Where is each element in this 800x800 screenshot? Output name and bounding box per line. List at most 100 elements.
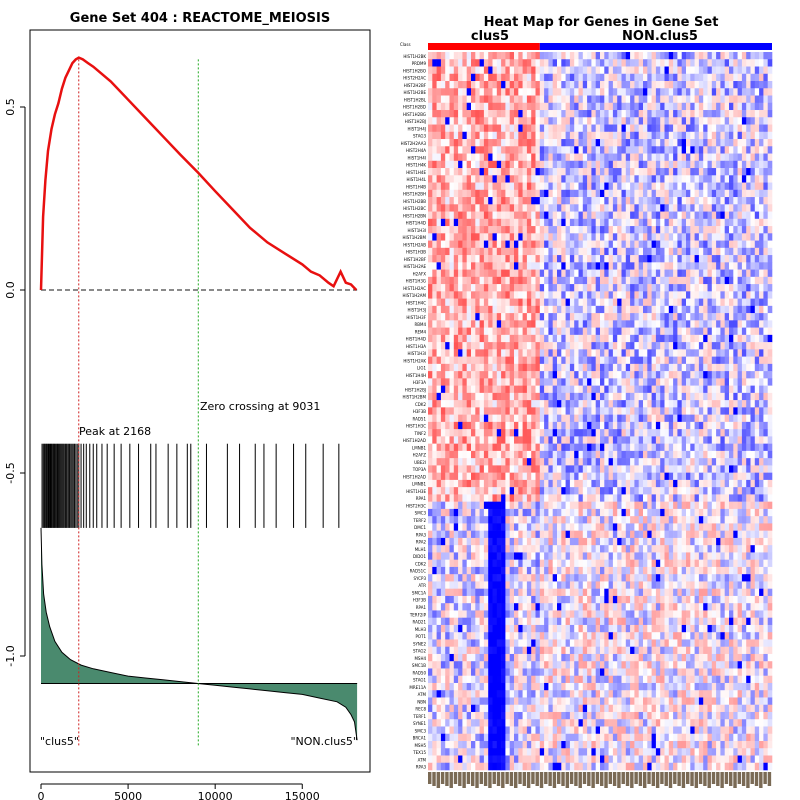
heatmap-cell (754, 371, 760, 379)
heatmap-cell (552, 269, 558, 278)
heatmap-cell (729, 291, 734, 299)
heatmap-cell (565, 400, 571, 408)
heatmap-cell (686, 168, 691, 176)
heatmap-cell (453, 487, 459, 495)
heatmap-cell (492, 479, 498, 488)
heatmap-cell (587, 407, 592, 415)
heatmap-cell (729, 385, 734, 394)
heatmap-cell (432, 429, 437, 437)
heatmap-cell (518, 472, 523, 481)
heatmap-cell (625, 276, 631, 285)
heatmap-cell (724, 414, 730, 423)
heatmap-cell (591, 146, 596, 154)
heatmap-cell (621, 218, 627, 227)
heatmap-cell (711, 226, 717, 234)
heatmap-cell (440, 117, 446, 125)
heatmap-cell (561, 247, 566, 256)
heatmap-cell (754, 175, 760, 183)
heatmap-cell (720, 298, 725, 307)
heatmap-cell (647, 479, 652, 488)
heatmap-cell (729, 88, 734, 96)
heatmap-cell (505, 385, 510, 394)
heatmap-cell (501, 175, 506, 183)
heatmap-cell (501, 305, 506, 314)
heatmap-cell (505, 211, 510, 220)
heatmap-cell (651, 327, 657, 336)
heatmap-cell (759, 168, 764, 176)
heatmap-cell (660, 305, 665, 314)
heatmap-cell (492, 226, 498, 234)
heatmap-cell (595, 334, 601, 343)
heatmap-cell (698, 407, 704, 415)
heatmap-cell (617, 342, 622, 350)
heatmap-cell (716, 429, 721, 437)
heatmap-cell (483, 168, 489, 176)
heatmap-cell (724, 124, 730, 133)
heatmap-cell (561, 131, 566, 140)
heatmap-cell (488, 81, 493, 89)
heatmap-cell (522, 378, 528, 386)
heatmap-cell (668, 342, 674, 350)
heatmap-cell (720, 378, 725, 386)
heatmap-cell (729, 102, 734, 111)
heatmap-cell (720, 218, 725, 227)
heatmap-cell (608, 284, 614, 292)
heatmap-cell (694, 66, 700, 75)
heatmap-cell (673, 175, 678, 183)
heatmap-cell (647, 247, 652, 256)
heatmap-cell (754, 102, 760, 111)
heatmap-cell (501, 95, 506, 104)
heatmap-cell (673, 429, 678, 437)
heatmap-cell (453, 298, 459, 307)
heatmap-cell (432, 211, 437, 220)
heatmap-cell (767, 189, 773, 198)
heatmap-cell (729, 276, 734, 285)
heatmap-cell (445, 349, 450, 357)
heatmap-cell (707, 189, 713, 198)
heatmap-cell (720, 160, 725, 169)
heatmap-cell (492, 204, 498, 212)
heatmap-cell (518, 102, 523, 111)
heatmap-cell (432, 392, 437, 401)
heatmap-cell (526, 443, 532, 452)
heatmap-cell (754, 168, 760, 176)
heatmap-cell (587, 88, 592, 96)
heatmap-cell (600, 320, 605, 328)
heatmap-cell (557, 131, 562, 140)
heatmap-cell (746, 189, 751, 198)
heatmap-cell (574, 153, 579, 162)
heatmap-cell (475, 363, 480, 372)
heatmap-cell (574, 110, 579, 118)
heatmap-cell (569, 168, 575, 176)
heatmap-cell (479, 479, 485, 488)
heatmap-cell (492, 73, 498, 82)
heatmap-cell (475, 421, 480, 430)
heatmap-cell (436, 421, 442, 430)
heatmap-cell (686, 429, 691, 437)
heatmap-cell (518, 487, 523, 495)
heatmap-cell (453, 320, 459, 328)
heatmap-cell (750, 146, 756, 154)
heatmap-cell (428, 363, 433, 372)
heatmap-cell (767, 139, 773, 147)
heatmap-cell (733, 334, 738, 343)
heatmap-cell (578, 153, 584, 162)
heatmap-cell (483, 247, 489, 256)
heatmap-cell (664, 66, 670, 75)
heatmap-cell (582, 66, 588, 75)
heatmap-cell (475, 494, 480, 502)
heatmap-cell (548, 197, 553, 205)
heatmap-cell (552, 175, 558, 183)
heatmap-cell (707, 233, 713, 241)
heatmap-cell (733, 139, 738, 147)
heatmap-cell (557, 284, 562, 292)
heatmap-cell (458, 327, 463, 336)
heatmap-cell (763, 182, 768, 191)
heatmap-cell (673, 450, 678, 459)
heatmap-cell (763, 400, 768, 408)
heatmap-cell (716, 327, 721, 336)
heatmap-cell (552, 407, 558, 415)
heatmap-cell (565, 262, 571, 270)
heatmap-cell (483, 52, 489, 60)
heatmap-cell (630, 204, 635, 212)
